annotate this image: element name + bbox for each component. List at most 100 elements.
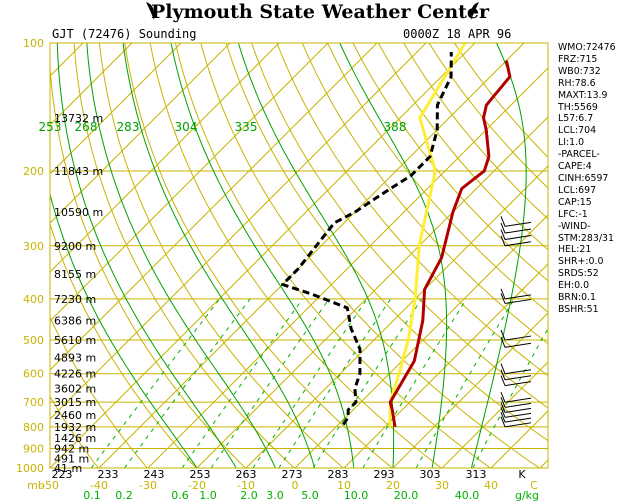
mixing-ratio-line	[362, 298, 467, 468]
mixing-ratio-line	[181, 298, 304, 468]
wind-barb	[504, 335, 532, 341]
dry-adiabat-line	[327, 43, 548, 313]
right-logo-icon	[467, 0, 481, 26]
temp-tick-label: 20	[386, 479, 400, 492]
isotherm-line	[294, 214, 548, 468]
wind-barb	[504, 342, 532, 348]
theta-label: 268	[75, 120, 98, 134]
theta-bottom-label: 223	[52, 468, 73, 481]
height-label: 9200 m	[54, 240, 96, 253]
isotherm-line	[147, 67, 548, 468]
pressure-tick-label: 900	[23, 443, 44, 456]
mixing-ratio-label: 2.0	[240, 489, 258, 502]
wind-barb-flag	[500, 293, 506, 304]
theta-bottom-label: 293	[374, 468, 395, 481]
chart-grid	[0, 43, 548, 477]
wind-barb-flag	[500, 229, 506, 240]
stat-item: CINH:6597	[558, 172, 609, 184]
mixing-ratio-line	[252, 298, 368, 468]
height-label: 1426 m	[54, 432, 96, 445]
height-label: 4893 m	[54, 352, 96, 365]
wind-barb	[504, 381, 532, 387]
dry-adiabat-line	[0, 43, 56, 477]
temp-tick-label: -10	[237, 479, 255, 492]
stat-item: RH:78.6	[558, 77, 596, 89]
dry-adiabat-line	[403, 43, 548, 220]
height-label: 5610 m	[54, 334, 96, 347]
mixing-ratio-line	[90, 298, 220, 468]
wind-barb	[504, 369, 532, 375]
wind-barb-flag	[500, 337, 506, 348]
temp-tick-label: 0	[292, 479, 299, 492]
pressure-tick-label: 600	[23, 368, 44, 381]
height-label: 10590 m	[54, 206, 103, 219]
wind-barb-flag	[500, 216, 506, 227]
mixing-ratio-line	[124, 298, 251, 468]
wind-barb	[504, 412, 532, 418]
mixing-ratio-label: 3.0	[266, 489, 284, 502]
theta-bottom-label: 243	[144, 468, 165, 481]
wind-barb-flag	[500, 411, 506, 423]
theta-bottom-label: 233	[98, 468, 119, 481]
isotherm-line	[50, 43, 329, 322]
stat-item: LI:1.0	[558, 137, 585, 149]
mixing-ratio-label: 10.0	[344, 489, 369, 502]
wind-barb	[504, 298, 532, 304]
dry-adiabat-line	[352, 43, 548, 282]
theta-bottom-label: 313	[466, 468, 487, 481]
stat-item: BRN:0.1	[558, 292, 597, 304]
wind-barb-flag	[500, 222, 506, 234]
pressure-tick-label: 1000	[16, 462, 44, 475]
pressure-tick-label: 100	[23, 37, 44, 50]
temp-tick-label: -40	[90, 479, 108, 492]
mixing-ratio-label: g/kg	[515, 489, 539, 502]
wind-barb	[504, 221, 532, 227]
dry-adiabat-line	[124, 43, 394, 468]
wind-barb	[504, 375, 532, 381]
theta-bottom-label: 253	[190, 468, 211, 481]
height-label: 2460 m	[54, 409, 96, 422]
wind-barb	[504, 294, 532, 300]
wind-barb-flag	[500, 375, 506, 386]
temp-unit-label: C	[530, 479, 538, 492]
dry-adiabat-line	[276, 43, 548, 377]
stat-item: WMO:72476	[558, 42, 616, 53]
moist-adiabat-line	[86, 43, 276, 468]
height-label: 942 m	[54, 443, 89, 456]
pressure-unit-label: mb	[27, 479, 45, 492]
moist-adiabat-line	[56, 43, 237, 468]
temp-tick-label: -50	[41, 479, 59, 492]
stat-item: TH:5569	[558, 101, 598, 113]
height-label: 41 m	[54, 462, 82, 475]
wind-barb	[504, 228, 532, 234]
stat-item: L57:6.7	[558, 113, 594, 125]
theta-bottom-label: 283	[328, 468, 349, 481]
dry-adiabat-line	[174, 43, 492, 468]
wind-barb-flag	[500, 369, 506, 380]
stat-item: -WIND-	[558, 220, 591, 232]
dry-adiabat-line	[301, 43, 548, 345]
height-label: 4226 m	[54, 368, 96, 381]
pressure-tick-label: 400	[23, 293, 44, 306]
stat-item: HEL:21	[558, 244, 592, 256]
stat-item: STM:283/31	[558, 232, 614, 244]
mixing-ratio-label: 5.0	[301, 489, 319, 502]
wind-barb	[504, 417, 532, 423]
stat-item: FRZ:715	[558, 53, 598, 65]
moist-adiabat-line	[170, 43, 355, 468]
theta-label: 283	[117, 120, 140, 134]
wind-barb	[504, 241, 532, 247]
mixing-ratio-line	[415, 298, 515, 468]
wind-barb-flag	[500, 288, 506, 300]
dry-adiabat-line	[251, 43, 548, 409]
temp-tick-label: -20	[188, 479, 206, 492]
pressure-tick-label: 700	[23, 396, 44, 409]
dry-adiabat-line	[377, 43, 548, 251]
temp-tick-label: 10	[337, 479, 351, 492]
isotherm-line	[50, 43, 378, 371]
theta-label: 335	[235, 120, 258, 134]
theta-bottom-label: 263	[236, 468, 257, 481]
dry-adiabat-line	[73, 43, 296, 468]
height-label: 1932 m	[54, 421, 96, 434]
